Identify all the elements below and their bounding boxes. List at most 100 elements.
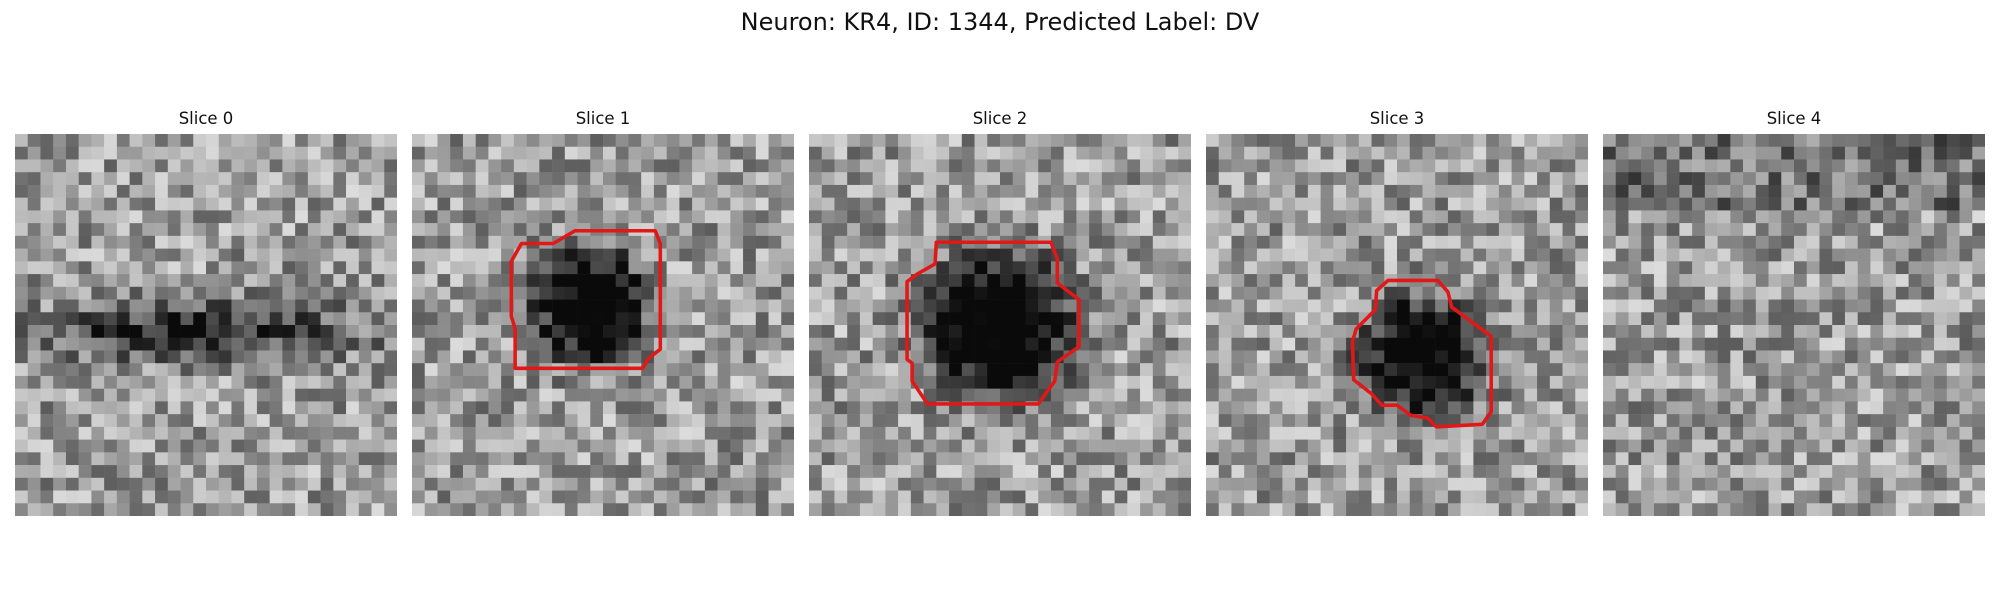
pixel [552,184,566,198]
pixel [1524,146,1538,160]
pixel [206,248,219,262]
pixel [320,452,334,466]
pixel [859,210,873,224]
pixel [1397,159,1410,173]
pixel [1165,299,1179,313]
pixel [424,299,438,313]
pixel [104,159,118,173]
pixel [91,261,105,275]
pixel [1140,465,1154,479]
pixel [653,452,667,466]
pixel [40,350,54,364]
pixel [1870,286,1884,300]
pixel [628,452,642,466]
pixel [65,490,79,504]
pixel [462,146,476,160]
pixel [1679,172,1693,186]
pixel [1346,465,1360,479]
pixel [91,223,105,237]
pixel [577,452,591,466]
pixel [743,350,757,364]
pixel [1486,426,1500,440]
pixel [91,197,105,211]
pixel [1908,375,1922,389]
pixel [256,401,270,415]
pixel [1231,414,1245,428]
pixel [1628,375,1642,389]
pixel [1231,223,1245,237]
pixel [961,210,975,224]
pixel [936,363,950,377]
pixel [40,477,54,491]
pixel [1178,401,1191,415]
pixel [872,337,886,351]
pixel [552,286,566,300]
pixel [1498,223,1512,237]
pixel [1089,134,1103,147]
pixel [295,325,309,338]
pixel [898,235,912,249]
pixel [15,184,28,198]
pixel [1307,159,1321,173]
pixel [781,426,794,440]
pixel [1076,439,1090,453]
pixel [1422,172,1436,186]
pixel [1934,452,1948,466]
pixel [1165,274,1179,288]
pixel [412,477,425,491]
pixel [1244,325,1258,338]
pixel [1218,465,1232,479]
pixel [437,261,451,275]
pixel [1101,134,1115,147]
pixel [910,414,924,428]
pixel [1101,375,1115,389]
pixel [641,159,655,173]
pixel [910,299,924,313]
pixel [371,490,385,504]
pixel [1422,134,1436,147]
pixel [526,248,540,262]
pixel [155,274,169,288]
pixel [1206,286,1219,300]
pixel [872,426,886,440]
pixel [1000,439,1013,453]
pixel [526,312,540,326]
pixel [475,223,489,237]
pixel [1165,286,1179,300]
pixel [1653,274,1667,288]
pixel [1717,197,1731,211]
pixel [768,197,782,211]
pixel [1063,223,1077,237]
pixel [346,388,360,402]
pixel [1768,503,1782,516]
pixel [1524,350,1538,364]
pixel [961,274,975,288]
pixel [717,401,731,415]
pixel [1012,439,1026,453]
pixel [1743,477,1757,491]
pixel [1486,223,1500,237]
pixel [231,274,245,288]
pixel [974,363,988,377]
pixel [1730,503,1744,516]
pixel [552,223,566,237]
pixel [666,210,680,224]
pixel [193,134,207,147]
pixel [1679,490,1693,504]
pixel [206,299,219,313]
pixel [1653,503,1667,516]
pixel [1562,439,1576,453]
pixel [987,503,1001,516]
pixel [1000,261,1013,275]
pixel [1333,426,1347,440]
pixel [552,261,566,275]
pixel [743,248,757,262]
pixel [1397,375,1410,389]
pixel [91,363,105,377]
pixel [564,184,578,198]
pixel [142,274,156,288]
pixel [1114,248,1128,262]
pixel [1101,235,1115,249]
pixel [961,388,975,402]
pixel [1447,274,1461,288]
